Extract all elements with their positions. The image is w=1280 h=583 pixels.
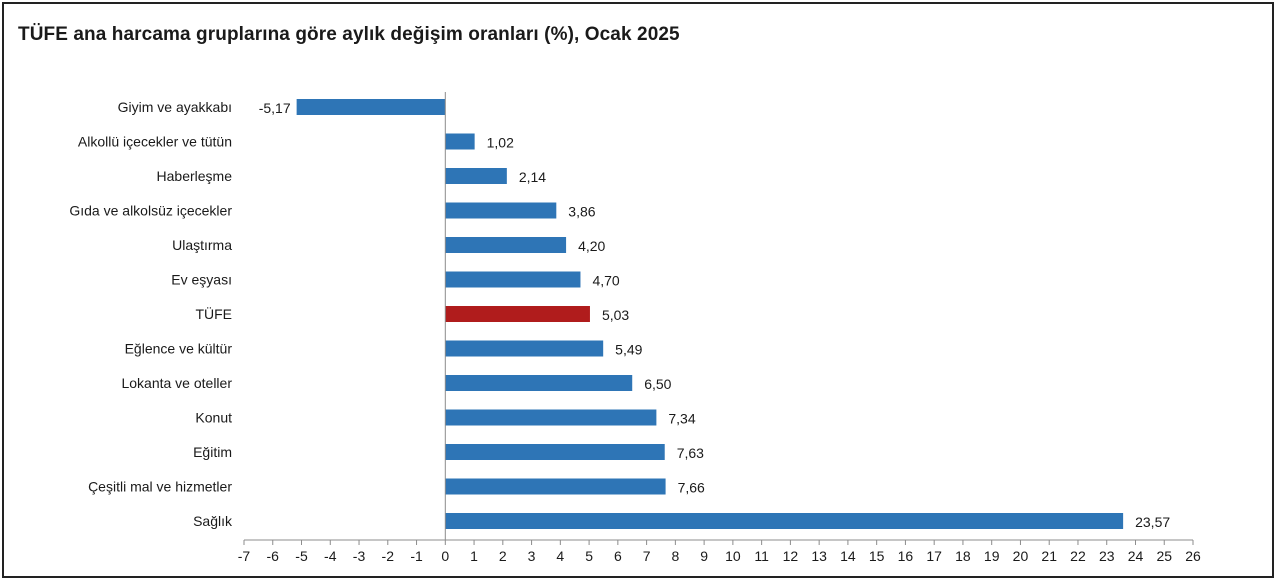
x-tick-label-8: 1 xyxy=(470,548,478,564)
category-label-2: Haberleşme xyxy=(157,168,233,184)
category-label-3: Gıda ve alkolsüz içecekler xyxy=(69,203,232,219)
value-label-3: 3,86 xyxy=(568,204,595,220)
chart-title: TÜFE ana harcama gruplarına göre aylık d… xyxy=(18,24,680,45)
category-label-1: Alkollü içecekler ve tütün xyxy=(78,134,232,150)
x-tick-label-13: 6 xyxy=(614,548,622,564)
x-tick-label-22: 15 xyxy=(869,548,885,564)
category-label-9: Konut xyxy=(195,410,232,426)
value-label-10: 7,63 xyxy=(677,445,704,461)
x-tick-label-2: -5 xyxy=(295,548,308,564)
x-tick-label-21: 14 xyxy=(840,548,856,564)
x-tick-label-11: 4 xyxy=(556,548,564,564)
labels-group: Giyim ve ayakkabı -5,17 Alkollü içecekler … xyxy=(69,99,1201,564)
bar-2 xyxy=(445,168,507,184)
bar-4 xyxy=(445,237,567,253)
x-tick-label-19: 12 xyxy=(783,548,799,564)
x-tick-label-31: 24 xyxy=(1128,548,1144,564)
x-tick-label-17: 10 xyxy=(725,548,741,564)
category-label-8: Lokanta ve oteller xyxy=(121,375,232,391)
x-tick-label-24: 17 xyxy=(926,548,942,564)
bar-9 xyxy=(445,409,657,426)
value-label-12: 23,57 xyxy=(1135,514,1170,530)
x-tick-label-20: 13 xyxy=(811,548,827,564)
x-tick-label-18: 11 xyxy=(754,548,769,564)
category-label-0: Giyim ve ayakkabı xyxy=(118,99,232,115)
x-tick-label-9: 2 xyxy=(499,548,507,564)
value-label-5: 4,70 xyxy=(592,273,619,289)
category-label-6: TÜFE xyxy=(195,305,232,322)
value-label-6: 5,03 xyxy=(602,307,629,323)
value-label-4: 4,20 xyxy=(578,238,605,254)
bar-0 xyxy=(296,99,446,115)
bar-8 xyxy=(445,375,633,391)
value-label-9: 7,34 xyxy=(668,411,695,427)
bar-7 xyxy=(445,340,604,357)
value-label-11: 7,66 xyxy=(678,480,705,496)
x-tick-label-25: 18 xyxy=(955,548,971,564)
category-label-5: Ev eşyası xyxy=(171,272,232,288)
x-tick-label-27: 20 xyxy=(1013,548,1029,564)
bars-group xyxy=(296,99,1124,529)
x-tick-label-16: 9 xyxy=(700,548,708,564)
x-tick-label-3: -4 xyxy=(324,548,337,564)
bar-5 xyxy=(445,271,581,288)
x-tick-label-12: 5 xyxy=(585,548,593,564)
value-label-7: 5,49 xyxy=(615,342,642,358)
x-tick-label-28: 21 xyxy=(1041,548,1057,564)
category-label-10: Eğitim xyxy=(193,444,232,460)
x-tick-label-4: -3 xyxy=(353,548,366,564)
bar-10 xyxy=(445,444,665,460)
x-tick-label-5: -2 xyxy=(382,548,395,564)
x-tick-label-14: 7 xyxy=(643,548,651,564)
category-label-12: Sağlık xyxy=(193,513,233,529)
x-tick-label-1: -6 xyxy=(267,548,280,564)
bar-6 xyxy=(445,306,590,322)
x-tick-label-33: 26 xyxy=(1185,548,1201,564)
bar-3 xyxy=(445,202,557,219)
value-label-2: 2,14 xyxy=(519,169,546,185)
x-tick-label-15: 8 xyxy=(671,548,679,564)
bar-11 xyxy=(445,478,666,495)
x-tick-label-23: 16 xyxy=(898,548,914,564)
x-tick-label-7: 0 xyxy=(441,548,449,564)
category-label-11: Çeşitli mal ve hizmetler xyxy=(88,479,232,495)
bar-1 xyxy=(445,133,475,150)
x-tick-label-0: -7 xyxy=(238,548,251,564)
x-tick-label-10: 3 xyxy=(528,548,536,564)
bar-12 xyxy=(445,513,1124,529)
x-tick-label-26: 19 xyxy=(984,548,1000,564)
x-tick-label-32: 25 xyxy=(1156,548,1172,564)
x-tick-label-6: -1 xyxy=(410,548,423,564)
value-label-8: 6,50 xyxy=(644,376,671,392)
x-tick-label-30: 23 xyxy=(1099,548,1115,564)
value-label-1: 1,02 xyxy=(487,135,514,151)
x-tick-label-29: 22 xyxy=(1070,548,1086,564)
value-label-0: -5,17 xyxy=(259,100,291,116)
category-label-4: Ulaştırma xyxy=(172,237,232,253)
category-label-7: Eğlence ve kültür xyxy=(125,341,233,357)
axes-group xyxy=(243,92,1194,545)
